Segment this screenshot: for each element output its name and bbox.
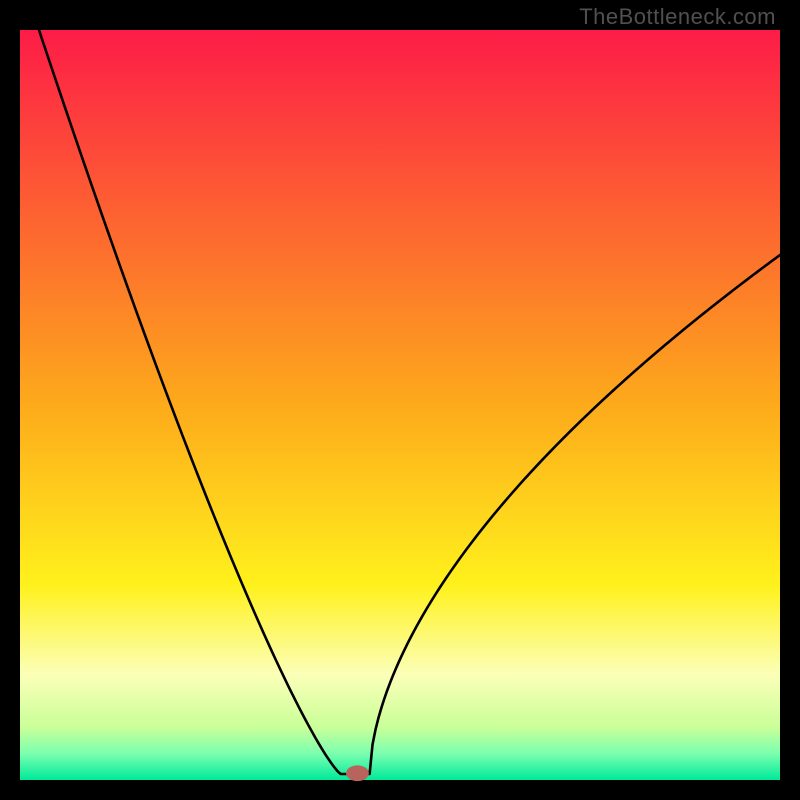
bottleneck-chart [0, 0, 800, 800]
optimal-point-marker [346, 765, 369, 781]
watermark-label: TheBottleneck.com [579, 4, 776, 30]
plot-background [20, 30, 780, 780]
